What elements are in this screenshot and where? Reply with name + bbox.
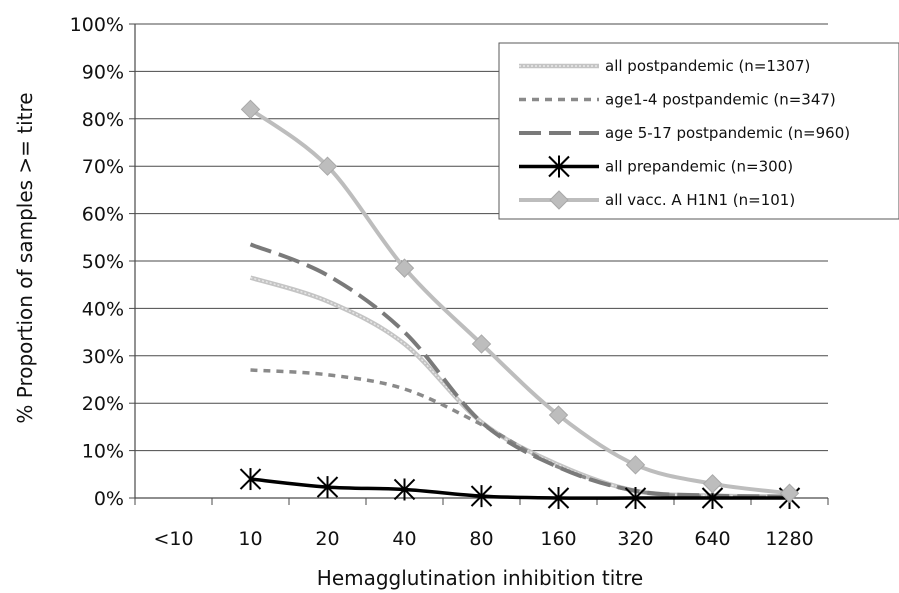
data-point: [779, 483, 800, 503]
legend-item: age1-4 postpandemic (n=347): [519, 91, 836, 109]
legend-label: all prepandemic (n=300): [605, 158, 793, 176]
x-axis-title: Hemagglutination inhibition titre: [317, 566, 643, 590]
data-point: [624, 487, 647, 509]
legend-marker: [548, 155, 570, 178]
data-point: [393, 478, 416, 501]
legend-label: all vacc. A H1N1 (n=101): [605, 191, 795, 209]
data-point: [471, 334, 492, 354]
series-3: [239, 468, 801, 509]
data-point: [316, 476, 339, 499]
legend: all postpandemic (n=1307) age1-4 postpand…: [498, 42, 899, 220]
data-point: [239, 468, 262, 491]
data-point: [317, 156, 338, 176]
x-tick-label: 160: [540, 528, 576, 550]
data-point: [702, 474, 723, 494]
series-line: [249, 242, 790, 499]
legend-marker: [549, 190, 569, 210]
legend-label: age1-4 postpandemic (n=347): [605, 91, 836, 109]
y-tick-label: 90%: [82, 61, 124, 83]
series-0: [249, 275, 790, 499]
y-tick-label: 100%: [70, 14, 124, 36]
legend-item: age 5-17 postpandemic (n=960): [519, 124, 850, 142]
y-tick-label: 30%: [82, 346, 124, 368]
series-layer: [239, 99, 801, 509]
x-tick-label: 20: [315, 528, 339, 550]
data-point: [240, 99, 261, 120]
legend-item: all vacc. A H1N1 (n=101): [519, 190, 795, 210]
x-tick-label: 320: [617, 528, 653, 550]
x-tick-label: 640: [694, 528, 730, 550]
data-point: [470, 485, 493, 508]
y-tick-label: 50%: [82, 251, 124, 273]
series-line-stripe: [250, 276, 790, 498]
legend-item: all postpandemic (n=1307): [519, 57, 810, 75]
legend-item: all prepandemic (n=300): [519, 155, 793, 178]
legend-label: age 5-17 postpandemic (n=960): [605, 124, 850, 142]
x-tick-label: 40: [392, 528, 416, 550]
grid-layer: [135, 23, 828, 452]
series-line: [250, 477, 790, 500]
y-tick-label: 80%: [82, 109, 124, 131]
data-point: [547, 487, 570, 509]
x-tick-label: <10: [153, 528, 193, 550]
x-tick-label: 80: [469, 528, 493, 550]
series-line: [249, 107, 790, 496]
y-tick-label: 0%: [94, 488, 124, 510]
axis-layer: 0% 10% 20% 30% 40% 50% 60% 70% 80% 90% 100% <10 10 20…: [70, 14, 829, 550]
series-line: [249, 275, 790, 499]
data-point: [625, 455, 646, 475]
legend-label: all postpandemic (n=1307): [605, 57, 810, 75]
y-tick-label: 40%: [82, 298, 124, 320]
data-point: [394, 258, 415, 278]
x-tick-label: 1280: [765, 528, 813, 550]
y-tick-label: 60%: [82, 204, 124, 226]
y-tick-label: 20%: [82, 393, 124, 415]
series-4: [240, 99, 800, 503]
series-2: [249, 242, 790, 499]
y-tick-label: 70%: [82, 156, 124, 178]
y-tick-label: 10%: [82, 441, 124, 463]
data-point: [548, 405, 569, 425]
y-axis-title: % Proportion of samples >= titre: [13, 92, 37, 423]
x-tick-label: 10: [238, 528, 262, 550]
